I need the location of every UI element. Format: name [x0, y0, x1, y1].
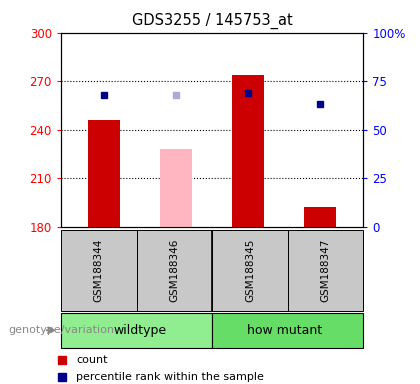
Bar: [212, 313, 363, 348]
Text: GSM188344: GSM188344: [94, 239, 104, 303]
Bar: [61, 313, 212, 348]
Text: GSM188347: GSM188347: [320, 239, 331, 303]
Bar: [160, 149, 192, 227]
Title: GDS3255 / 145753_at: GDS3255 / 145753_at: [132, 12, 292, 28]
Bar: [304, 207, 336, 227]
Text: GSM188346: GSM188346: [169, 239, 179, 303]
Bar: [136, 230, 212, 311]
Text: genotype/variation: genotype/variation: [8, 325, 114, 335]
Text: percentile rank within the sample: percentile rank within the sample: [76, 372, 264, 382]
Text: how mutant: how mutant: [247, 324, 322, 337]
Text: wildtype: wildtype: [113, 324, 167, 337]
Bar: [232, 74, 264, 227]
Bar: [61, 230, 136, 311]
Text: GSM188345: GSM188345: [245, 239, 255, 303]
Bar: [212, 230, 288, 311]
Text: count: count: [76, 355, 108, 365]
Bar: [288, 230, 363, 311]
Bar: [88, 120, 120, 227]
